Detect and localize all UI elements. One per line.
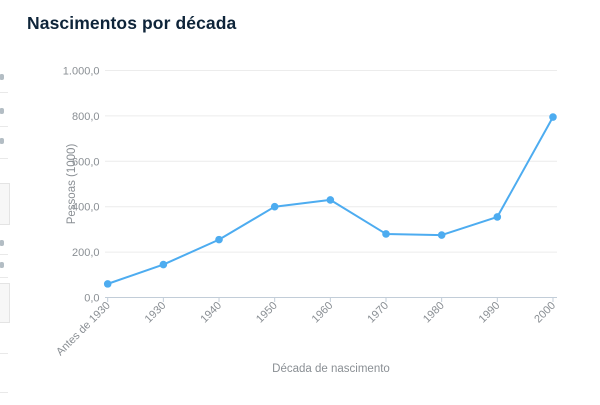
y-tick-label: 0,0 [84,293,99,305]
sidebar-text-fragment [0,108,4,114]
sidebar-divider [0,254,8,255]
y-tick-label: 600,0 [72,156,100,168]
x-tick-label: Antes de 1930 [54,300,113,359]
x-tick-label: 1940 [198,300,224,326]
data-point[interactable] [215,235,223,244]
x-tick-label: 1980 [421,300,447,326]
x-tick-label: 1990 [477,300,503,326]
data-point[interactable] [159,260,168,269]
data-point[interactable] [270,202,279,211]
x-tick-label: 2000 [532,300,558,326]
y-tick-label: 400,0 [72,202,100,214]
data-point[interactable] [437,231,446,239]
data-point[interactable] [103,280,112,288]
sidebar-divider [0,92,8,93]
sidebar-divider [0,353,8,354]
left-sidebar-sliver[interactable] [0,0,10,400]
sidebar-text-fragment [0,240,4,246]
x-tick-label: 1970 [365,300,391,326]
sidebar-divider [0,126,8,127]
y-tick-label: 1.000,0 [63,66,100,78]
sidebar-divider [0,392,8,393]
x-tick-label: 1930 [143,300,169,326]
sidebar-text-fragment [0,74,4,80]
data-point[interactable] [493,213,502,221]
data-point[interactable] [326,196,335,204]
sidebar-text-fragment [0,138,4,144]
y-tick-label: 200,0 [72,247,100,259]
page-title: Nascimentos por década [27,13,237,33]
sidebar-item-partial[interactable] [0,283,10,323]
sidebar-text-fragment [0,262,4,268]
x-axis-title: Década de nascimento [272,363,390,375]
x-tick-label: 1950 [254,300,280,326]
sidebar-item-partial[interactable] [0,183,10,225]
data-point[interactable] [382,230,390,238]
sidebar-divider [0,158,8,159]
x-tick-label: 1960 [310,300,336,326]
y-axis-title: Pessoas (1000) [66,144,78,225]
y-tick-label: 800,0 [72,111,100,123]
sidebar-divider [0,277,8,278]
data-point[interactable] [549,113,557,121]
